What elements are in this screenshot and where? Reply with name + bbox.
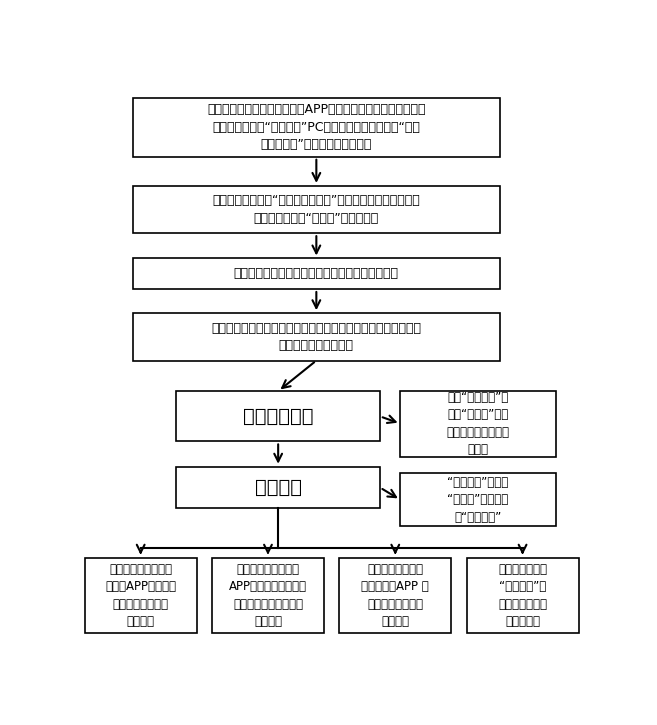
Text: 分娩后，产妇进入“小孩出生一件事”模块，根据智能引导在线
填写上海市出生“一件事”办理登记表: 分娩后，产妇进入“小孩出生一件事”模块，根据智能引导在线 填写上海市出生“一件事… <box>212 194 420 225</box>
FancyBboxPatch shape <box>176 392 380 442</box>
FancyBboxPatch shape <box>133 313 499 360</box>
Text: 根据本人实际需求情况，勾选需要办理的相关项目: 根据本人实际需求情况，勾选需要办理的相关项目 <box>234 268 399 281</box>
FancyBboxPatch shape <box>400 473 556 526</box>
Text: 线上申请结束: 线上申请结束 <box>243 407 313 426</box>
Text: 婴儿报出生的户主
登录随申办APP 查
看婴儿《户口页》
电子证照: 婴儿报出生的户主 登录随申办APP 查 看婴儿《户口页》 电子证照 <box>361 563 429 628</box>
FancyBboxPatch shape <box>466 558 579 633</box>
FancyBboxPatch shape <box>400 391 556 457</box>
Text: 严格按照要求进行项目填写，勾选证件领取方式，相应证件拍照
上传，签字确认后提交: 严格按照要求进行项目填写，勾选证件领取方式，相应证件拍照 上传，签字确认后提交 <box>212 322 421 352</box>
FancyBboxPatch shape <box>339 558 451 633</box>
FancyBboxPatch shape <box>133 98 499 157</box>
Text: 线上查看: 线上查看 <box>255 478 302 497</box>
Text: 产妇至一网通办
“个人办件”下
载生育保险待遇
支付核定表: 产妇至一网通办 “个人办件”下 载生育保险待遇 支付核定表 <box>498 563 547 628</box>
Text: 婴儿母亲或父亲登录
随申办APP查看婴儿
《出生医学证明》
电子证照: 婴儿母亲或父亲登录 随申办APP查看婴儿 《出生医学证明》 电子证照 <box>105 563 176 628</box>
FancyBboxPatch shape <box>133 258 499 289</box>
FancyBboxPatch shape <box>85 558 196 633</box>
Text: “一网通办”平台、
“随申办”移动端查
看“办件进度”: “一网通办”平台、 “随申办”移动端查 看“办件进度” <box>447 476 509 524</box>
FancyBboxPatch shape <box>133 186 499 233</box>
Text: 根据“一网通办”平
台、“随申办”移动
端的提醒进行线上医
保缴费: 根据“一网通办”平 台、“随申办”移动 端的提醒进行线上医 保缴费 <box>447 391 510 456</box>
FancyBboxPatch shape <box>212 558 324 633</box>
FancyBboxPatch shape <box>176 467 380 508</box>
Text: 分娩前，孕妇实名登录随申办APP、随申办微信小程序、随申办
支付宝小程序或“一网通办”PC端（任意一端），进入“小孩
出生一件事”模块，熟悉办理流程: 分娩前，孕妇实名登录随申办APP、随申办微信小程序、随申办 支付宝小程序或“一网… <box>207 104 426 152</box>
Text: 婴儿母亲登录随申办
APP查看本人《生育医
学证明（生产专用）》
电子证照: 婴儿母亲登录随申办 APP查看本人《生育医 学证明（生产专用）》 电子证照 <box>229 563 307 628</box>
